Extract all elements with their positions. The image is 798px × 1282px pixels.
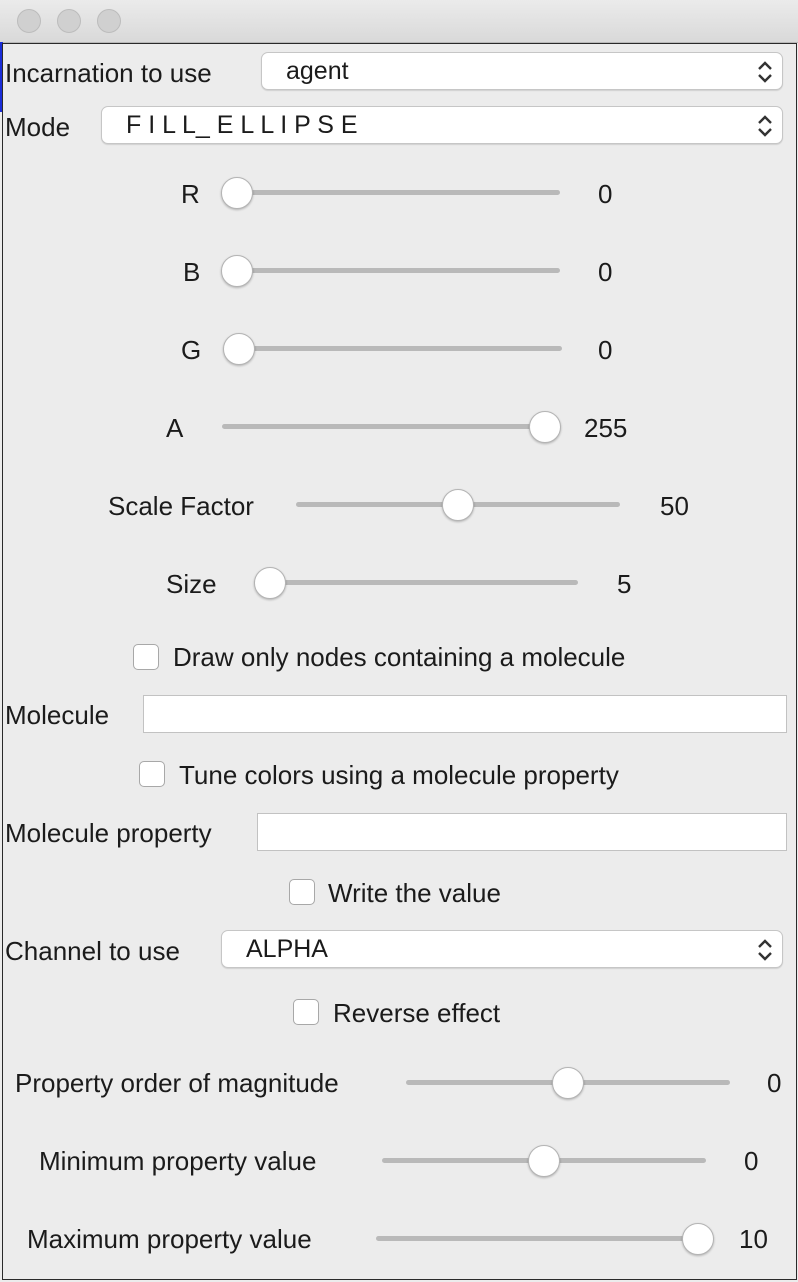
order-of-magnitude-value: 0 — [767, 1068, 782, 1098]
a-slider-label: A — [166, 413, 184, 443]
molecule-property-label: Molecule property — [5, 818, 212, 848]
scale-factor-thumb[interactable] — [442, 489, 474, 521]
reverse-effect-checkbox[interactable] — [293, 999, 319, 1025]
draw-only-checkbox[interactable] — [133, 644, 159, 670]
molecule-property-input[interactable] — [257, 813, 787, 851]
incarnation-value: agent — [286, 57, 349, 85]
zoom-window-button[interactable] — [97, 9, 121, 33]
chevron-updown-icon — [758, 61, 772, 83]
scale-factor-label: Scale Factor — [108, 491, 254, 521]
chevron-updown-icon — [758, 115, 772, 137]
tune-colors-checkbox-label: Tune colors using a molecule property — [179, 760, 619, 790]
max-property-label: Maximum property value — [27, 1224, 312, 1254]
molecule-label: Molecule — [5, 700, 110, 730]
chevron-updown-icon — [758, 939, 772, 961]
g-slider-thumb[interactable] — [223, 333, 255, 365]
channel-select[interactable]: ALPHA — [221, 930, 783, 968]
max-property-thumb[interactable] — [682, 1223, 714, 1255]
minimize-window-button[interactable] — [57, 9, 81, 33]
b-slider-value: 0 — [598, 257, 613, 287]
a-slider-value: 255 — [584, 413, 628, 443]
size-label: Size — [166, 569, 217, 599]
min-property-value: 0 — [744, 1146, 759, 1176]
size-value: 5 — [617, 569, 632, 599]
write-value-checkbox-label: Write the value — [328, 878, 501, 908]
window-titlebar — [0, 0, 798, 43]
g-slider-value: 0 — [598, 335, 613, 365]
r-slider-thumb[interactable] — [221, 177, 253, 209]
b-slider-thumb[interactable] — [221, 255, 253, 287]
r-slider-label: R — [181, 179, 200, 209]
channel-label: Channel to use — [5, 936, 180, 966]
order-of-magnitude-thumb[interactable] — [552, 1067, 584, 1099]
b-slider-label: B — [183, 257, 201, 287]
mode-select[interactable]: F I L L_ E L L I P S E — [101, 106, 783, 144]
mode-value: F I L L_ E L L I P S E — [126, 111, 358, 139]
window-edge-accent — [0, 42, 3, 112]
a-slider-track[interactable] — [222, 424, 560, 429]
r-slider-value: 0 — [598, 179, 613, 209]
order-of-magnitude-label: Property order of magnitude — [15, 1068, 339, 1098]
scale-factor-value: 50 — [660, 491, 689, 521]
g-slider-label: G — [181, 335, 202, 365]
mode-label: Mode — [5, 112, 71, 142]
size-slider-track[interactable] — [254, 580, 578, 585]
g-slider-track[interactable] — [224, 346, 562, 351]
tune-colors-checkbox[interactable] — [139, 761, 165, 787]
incarnation-select[interactable]: agent — [261, 52, 783, 90]
write-value-checkbox[interactable] — [289, 879, 315, 905]
max-property-value: 10 — [739, 1224, 768, 1254]
molecule-input[interactable] — [143, 695, 787, 733]
size-slider-thumb[interactable] — [254, 567, 286, 599]
min-property-label: Minimum property value — [39, 1146, 317, 1176]
reverse-effect-checkbox-label: Reverse effect — [333, 998, 501, 1028]
r-slider-track[interactable] — [222, 190, 560, 195]
min-property-thumb[interactable] — [528, 1145, 560, 1177]
a-slider-thumb[interactable] — [529, 411, 561, 443]
max-property-track[interactable] — [376, 1236, 712, 1241]
incarnation-label: Incarnation to use — [5, 58, 212, 88]
channel-value: ALPHA — [246, 935, 328, 963]
b-slider-track[interactable] — [222, 268, 560, 273]
close-window-button[interactable] — [17, 9, 41, 33]
draw-only-checkbox-label: Draw only nodes containing a molecule — [173, 642, 626, 672]
